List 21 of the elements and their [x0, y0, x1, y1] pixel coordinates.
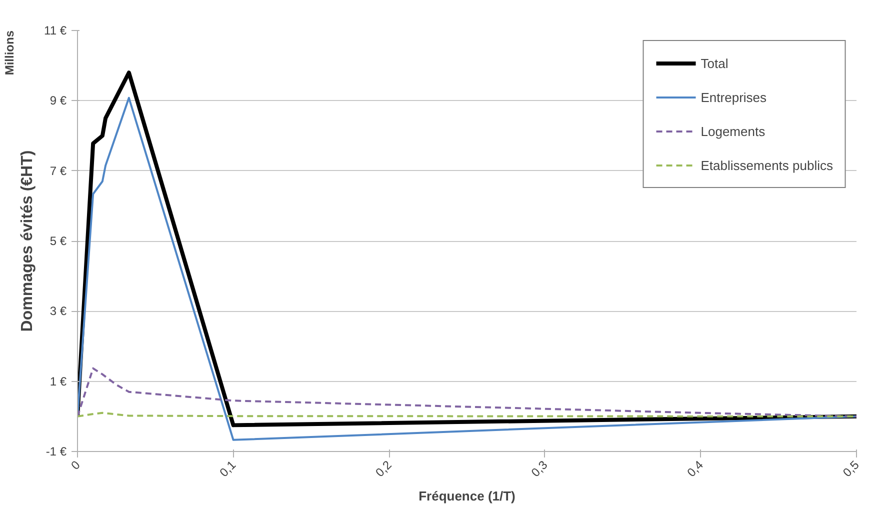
y-tick-label: 5 € [50, 234, 67, 248]
y-tick-label: 7 € [50, 164, 67, 178]
legend-label: Logements [700, 124, 766, 138]
y-tick-label: 9 € [50, 94, 67, 108]
x-tick-label: 0,2 [372, 458, 395, 480]
line-series [78, 367, 856, 418]
y-axis-title: Dommages évités (€HT) [19, 150, 36, 332]
y-tick-label: 3 € [50, 304, 67, 318]
text: Millions [2, 30, 16, 76]
x-tick-label: 0,4 [684, 458, 706, 480]
y-tick-label: 11 € [44, 24, 67, 38]
x-axis-title: Fréquence (1/T) [418, 488, 516, 504]
legend-label: Total [700, 56, 728, 70]
y-tick-label: -1 € [46, 444, 67, 458]
x-tick-label: 0,5 [840, 458, 862, 480]
x-tick-label: 0 [68, 458, 84, 473]
x-tick-label: 0,1 [216, 458, 239, 480]
legend-label: Etablissements publics [700, 158, 833, 172]
x-tick-label: 0,3 [528, 458, 550, 480]
legend-label: Entreprises [700, 90, 767, 104]
y-tick-label: 1 € [50, 374, 67, 388]
